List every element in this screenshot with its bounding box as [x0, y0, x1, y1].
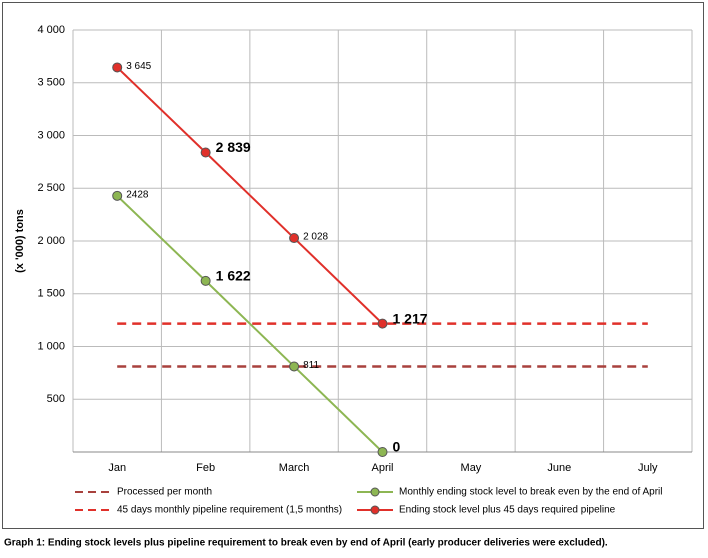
series-line	[116, 195, 384, 453]
y-axis-label: (x '000) tons	[14, 209, 26, 273]
y-tick-label: 500	[47, 393, 65, 405]
series-line	[116, 66, 384, 325]
data-label: 0	[393, 439, 401, 455]
point	[200, 147, 211, 158]
data-label: 1 217	[393, 310, 428, 326]
y-tick-label: 4 000	[37, 24, 65, 36]
x-tick-label: April	[371, 462, 393, 474]
x-tick-label: May	[461, 462, 482, 474]
point	[377, 318, 388, 329]
data-label: 1 622	[216, 268, 251, 284]
x-tick-label: Jan	[108, 462, 126, 474]
y-tick-label: 1 500	[37, 288, 65, 300]
y-tick-label: 3 500	[37, 77, 65, 89]
legend-label: Processed per month	[117, 487, 212, 498]
chart-frame	[2, 2, 704, 529]
data-label: 2 839	[216, 139, 251, 155]
legend-label: Monthly ending stock level to break even…	[399, 487, 663, 498]
point	[377, 447, 388, 457]
data-label: 2428	[126, 189, 149, 200]
x-tick-label: March	[279, 462, 310, 474]
y-tick-label: 2 000	[37, 235, 65, 247]
legend-label: Ending stock level plus 45 days required…	[399, 505, 616, 516]
caption: Graph 1: Ending stock levels plus pipeli…	[4, 538, 608, 549]
y-tick-label: 2 500	[37, 182, 65, 194]
point	[112, 190, 123, 201]
x-tick-label: Feb	[196, 462, 215, 474]
data-label: 811	[303, 360, 319, 371]
point	[200, 275, 211, 286]
y-tick-label: 1 000	[37, 340, 65, 352]
legend-label: 45 days monthly pipeline requirement (1,…	[117, 505, 342, 516]
point	[289, 361, 300, 372]
point	[289, 233, 300, 244]
data-label: 2 028	[303, 232, 328, 243]
legend-marker	[370, 505, 380, 515]
data-label: 3 645	[126, 61, 151, 72]
legend-marker	[370, 487, 380, 497]
x-tick-label: July	[638, 462, 658, 474]
x-tick-label: June	[547, 462, 571, 474]
y-tick-label: 3 000	[37, 129, 65, 141]
point	[112, 62, 123, 73]
